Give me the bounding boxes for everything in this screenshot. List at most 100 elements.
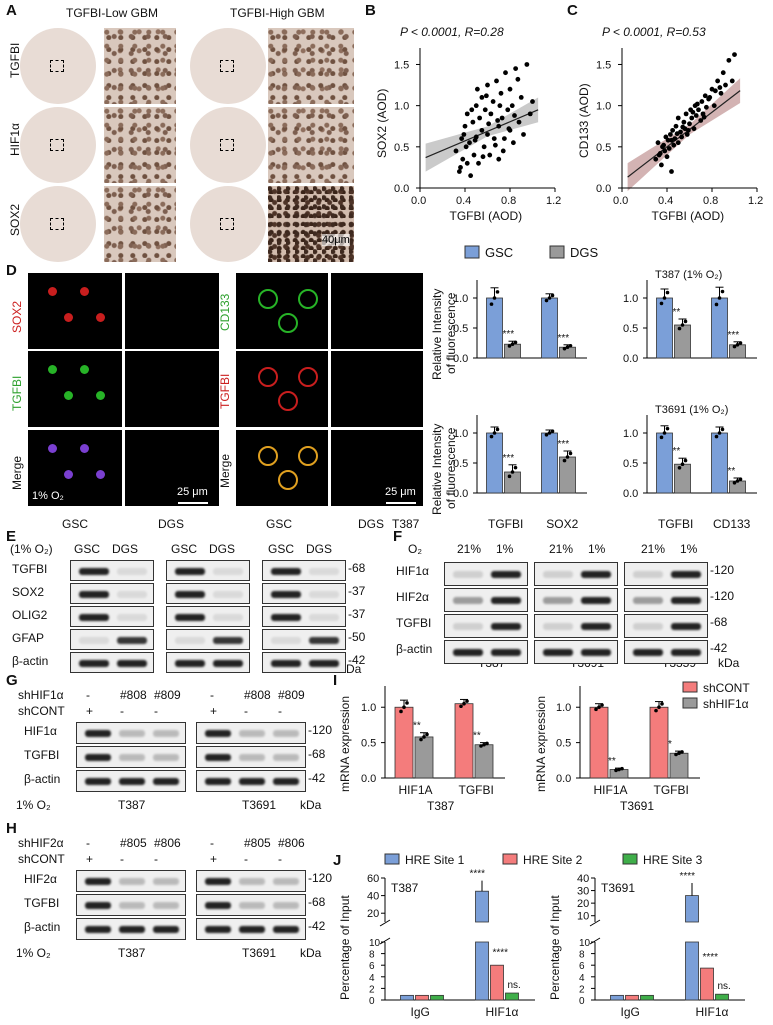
blot-band [119, 754, 145, 761]
replicate-point [565, 345, 570, 349]
bar [415, 994, 429, 1001]
data-point [681, 119, 687, 125]
panel-label-i: I [333, 672, 338, 689]
blot-band [85, 754, 111, 761]
bar [505, 992, 519, 1001]
data-point [675, 115, 681, 121]
data-point [684, 132, 690, 137]
bar [700, 967, 714, 1001]
legend-swatch [502, 853, 518, 865]
significance-label: ** [473, 731, 481, 742]
blot-band [175, 659, 205, 667]
significance-label: ** [673, 446, 681, 457]
col-title-low: TGFBI-Low GBM [66, 6, 159, 20]
y-tick-label: 20 [367, 908, 379, 920]
blot-band [205, 754, 231, 761]
data-point [711, 103, 717, 109]
y-tick-label: 1.0 [596, 101, 611, 113]
replicate-point [735, 479, 740, 483]
data-point [462, 123, 468, 129]
lane-bottom-label: - [244, 704, 248, 718]
bar [559, 456, 576, 494]
cell-signal [96, 470, 105, 479]
o2-label: 1% O₂ [16, 946, 51, 960]
blot-band [117, 590, 147, 598]
blot-strip [196, 770, 306, 792]
lane-label: DGS [112, 542, 139, 556]
kda-unit: kDa [718, 656, 740, 670]
kda-marker: -68 [308, 895, 326, 909]
replicate-point [659, 435, 664, 440]
data-point [670, 127, 676, 133]
y-tick-label: 0.5 [361, 738, 376, 750]
blot-row-label: HIF1α [24, 724, 57, 738]
fluorescence-image [125, 351, 219, 427]
y-tick-label: 0.0 [623, 353, 638, 365]
replicate-point [462, 701, 466, 706]
bar [715, 993, 729, 1001]
blot-strip [534, 614, 618, 638]
data-point [480, 154, 486, 160]
blot-band [453, 571, 483, 578]
scatter-c: P < 0.0001, R=0.53 0.0 0.4 0.8 1.2 0.0 0.5 1.0 1… [577, 25, 763, 223]
legend-label: HRE Site 3 [643, 853, 703, 867]
data-point [512, 113, 517, 118]
data-point [515, 76, 521, 82]
y-tick-label: 6 [369, 961, 375, 972]
lane-top-label: #805 [244, 836, 271, 850]
replicate-point [507, 344, 512, 348]
blot-row-label: TGFBI [12, 562, 48, 576]
blot-band [581, 597, 611, 604]
y-tick-label: 8 [579, 950, 585, 961]
data-point [492, 142, 498, 148]
replicate-point [662, 431, 667, 435]
blot-band [213, 659, 243, 667]
data-point [687, 121, 692, 127]
blot-band [239, 878, 265, 885]
data-point [521, 132, 526, 137]
panel-label-e: E [6, 528, 17, 545]
y-tick-label: 1.5 [394, 59, 409, 71]
cell-signal [64, 391, 73, 400]
d-row-label-left: Merge [10, 455, 24, 490]
lane-label: GSC [74, 542, 101, 556]
data-point [726, 57, 732, 63]
data-point [473, 103, 479, 109]
blot-strip [624, 640, 708, 664]
blot-band [671, 649, 701, 656]
blot-band [671, 623, 701, 630]
tissue-zoom-image [268, 28, 354, 104]
blot-strip [624, 562, 708, 586]
blot-strip [196, 870, 306, 892]
bar [504, 343, 521, 359]
cell-signal [80, 365, 89, 374]
tissue-zoom-image [268, 107, 354, 183]
d-row-label-right: TGFBI [218, 373, 232, 409]
replicate-point [489, 302, 494, 306]
data-point [675, 140, 681, 146]
data-point [671, 142, 677, 148]
d-col-gsc-left: GSC [62, 517, 89, 531]
y-axis-label: of fluorescence [444, 292, 458, 374]
y-tick-label: 4 [579, 973, 585, 984]
y-axis-label: Percentage of Input [338, 895, 352, 1000]
replicate-point [683, 319, 688, 324]
replicate-point [402, 705, 406, 710]
kda-marker: -42 [308, 919, 326, 933]
blot-band [205, 730, 231, 737]
lane-top-label: - [210, 836, 214, 850]
blot-band [491, 597, 521, 604]
blot-band [117, 613, 147, 621]
kda-marker: -120 [308, 723, 333, 737]
lane-top-label: #808 [244, 688, 271, 702]
blot-strip [76, 918, 186, 940]
blot-strip [444, 562, 528, 586]
blot-strip [196, 746, 306, 768]
data-point [486, 121, 492, 127]
lane-bottom-label: - [278, 852, 282, 866]
x-tick-label: 0.0 [411, 195, 426, 207]
stat-label: P < 0.0001, R=0.28 [400, 25, 504, 39]
blot-band [175, 613, 205, 621]
blot-row-label: OLIG2 [12, 608, 48, 622]
blot-band [309, 567, 339, 575]
